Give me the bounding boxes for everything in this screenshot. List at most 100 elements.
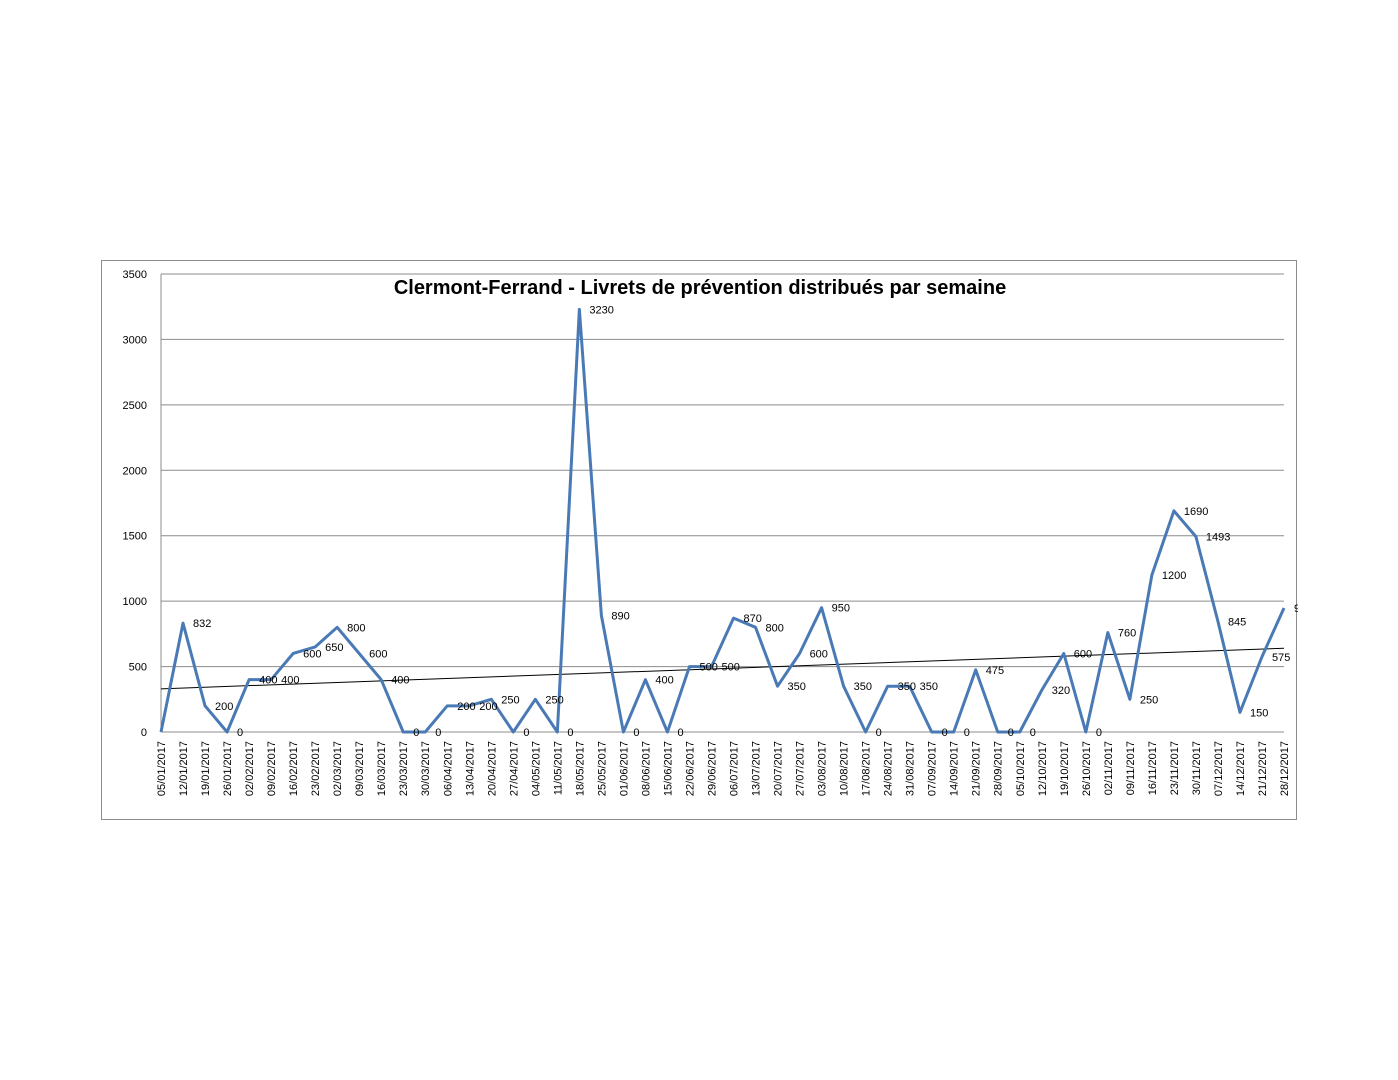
data-label: 845 [1228,616,1246,628]
x-tick-label: 04/05/2017 [530,741,542,796]
data-label: 0 [942,727,948,739]
x-tick-label: 28/09/2017 [993,741,1005,796]
data-label: 650 [325,642,343,654]
data-label: 890 [611,611,629,623]
x-tick-label: 12/01/2017 [178,741,190,796]
data-label: 1493 [1206,532,1230,544]
x-tick-label: 01/06/2017 [618,741,630,796]
data-label: 250 [545,694,563,706]
x-tick-label: 25/05/2017 [596,741,608,796]
data-label: 400 [259,675,277,687]
x-tick-label: 02/03/2017 [332,741,344,796]
y-tick-label: 500 [129,662,147,674]
x-tick-label: 14/12/2017 [1235,741,1247,796]
series-line [159,307,1286,734]
x-tick-label: 30/03/2017 [420,741,432,796]
data-label: 150 [1250,707,1268,719]
data-label: 400 [281,675,299,687]
trendline [160,647,1285,690]
x-tick-label: 26/10/2017 [1081,741,1093,796]
data-label: 0 [413,727,419,739]
x-tick-label: 26/01/2017 [222,741,234,796]
data-label: 600 [1074,648,1092,660]
y-tick-label: 2500 [123,400,147,412]
x-tick-label: 14/09/2017 [949,741,961,796]
x-tick-label: 09/02/2017 [266,741,278,796]
y-tick-labels: 0 500 1000 1500 2000 2500 3000 3500 [123,269,147,739]
chart-frame: 0 500 1000 1500 2000 2500 3000 3500 05/01/2017 1… [101,260,1298,820]
x-tick-label: 10/08/2017 [839,741,851,796]
data-label: 800 [347,622,365,634]
data-label: 575 [1272,652,1290,664]
data-label: 1690 [1184,506,1208,518]
data-label: 400 [391,675,409,687]
data-label: 0 [435,727,441,739]
x-tick-label: 20/07/2017 [773,741,785,796]
x-tick-label: 03/08/2017 [817,741,829,796]
x-tick-label: 28/12/2017 [1279,741,1291,796]
data-label: 800 [766,622,784,634]
data-label: 500 [721,662,739,674]
x-tick-label: 13/04/2017 [464,741,476,796]
x-tick-label: 08/06/2017 [640,741,652,796]
x-tick-label: 23/11/2017 [1169,741,1181,795]
x-tick-label: 18/05/2017 [574,741,586,796]
chart-title: Clermont-Ferrand - Livrets de prévention… [394,277,1006,299]
x-tick-label: 24/08/2017 [883,741,895,796]
data-label: 350 [898,681,916,693]
x-tick-label: 15/06/2017 [662,741,674,796]
x-tick-label: 07/09/2017 [927,741,939,796]
data-label: 600 [369,648,387,660]
x-tick-label: 20/04/2017 [486,741,498,796]
data-label: 0 [1008,727,1014,739]
x-tick-label: 05/01/2017 [156,741,168,796]
y-tick-label: 2000 [123,465,147,477]
data-label: 832 [193,618,211,630]
x-tick-label: 12/10/2017 [1037,741,1049,796]
data-label: 200 [457,701,475,713]
data-label: 400 [655,675,673,687]
data-label: 250 [501,694,519,706]
data-label: 950 [832,603,850,615]
data-label: 250 [1140,694,1158,706]
gridlines [161,273,1284,668]
data-label: 350 [788,681,806,693]
data-label: 500 [699,662,717,674]
x-tick-label: 09/11/2017 [1125,741,1137,795]
x-tick-label: 05/10/2017 [1015,741,1027,796]
x-tick-label: 23/03/2017 [398,741,410,796]
x-tick-label: 22/06/2017 [684,741,696,796]
data-labels: 832 200 0 400 400 600 650 800 600 400 0 0 200 200 250 0… [193,304,1298,739]
y-tick-label: 0 [141,727,147,739]
x-tick-label: 27/07/2017 [795,741,807,796]
data-label: 350 [920,681,938,693]
x-tick-label: 02/11/2017 [1103,741,1115,795]
x-tick-label: 06/04/2017 [442,741,454,796]
data-label: 0 [523,727,529,739]
data-label: 320 [1052,685,1070,697]
x-tick-label: 19/10/2017 [1059,741,1071,796]
x-tick-label: 19/01/2017 [200,741,212,796]
data-label: 200 [215,701,233,713]
x-tick-label: 21/09/2017 [971,741,983,796]
x-tick-label: 16/11/2017 [1147,741,1159,795]
x-tick-label: 09/03/2017 [354,741,366,796]
x-tick-label: 29/06/2017 [706,741,718,796]
x-tick-label: 31/08/2017 [905,741,917,796]
data-label: 200 [479,701,497,713]
x-tick-label: 06/07/2017 [729,741,741,796]
x-tick-label: 27/04/2017 [508,741,520,796]
x-tick-label: 11/05/2017 [552,741,564,795]
axes [160,274,1284,733]
data-label: 0 [1096,727,1102,739]
data-label: 1200 [1162,570,1186,582]
data-label: 0 [633,727,639,739]
data-label: 350 [854,681,872,693]
x-tick-label: 02/02/2017 [244,741,256,796]
data-label: 948 [1294,603,1298,615]
x-tick-label: 23/02/2017 [310,741,322,796]
data-label: 0 [1030,727,1036,739]
data-label: 600 [810,648,828,660]
x-tick-label: 16/03/2017 [376,741,388,796]
data-label: 0 [677,727,683,739]
